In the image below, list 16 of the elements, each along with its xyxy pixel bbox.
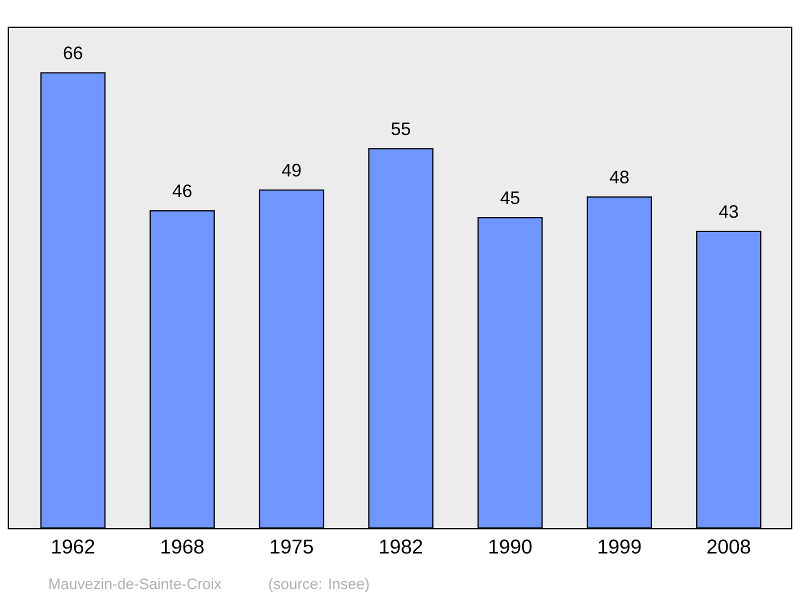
x-tick-label: 1975 <box>270 540 313 554</box>
data-label: 46 <box>172 184 192 198</box>
data-label: 43 <box>719 205 738 218</box>
x-tick-label: 1968 <box>162 540 204 554</box>
x-tick-label: 1999 <box>598 540 641 554</box>
data-label: 49 <box>282 164 301 177</box>
data-label: 55 <box>392 122 410 136</box>
x-tick-label: 1982 <box>380 540 422 554</box>
x-tick-label: 1990 <box>489 540 532 554</box>
data-label: 45 <box>500 192 520 204</box>
data-label: 48 <box>610 170 629 184</box>
x-tick-label: 2008 <box>707 540 750 554</box>
data-label: 66 <box>64 46 82 60</box>
text: Mauvezin-de-Sainte-Croix <box>49 578 222 590</box>
text: (source: Insee) <box>269 578 369 592</box>
x-tick-label: 1962 <box>52 540 94 554</box>
